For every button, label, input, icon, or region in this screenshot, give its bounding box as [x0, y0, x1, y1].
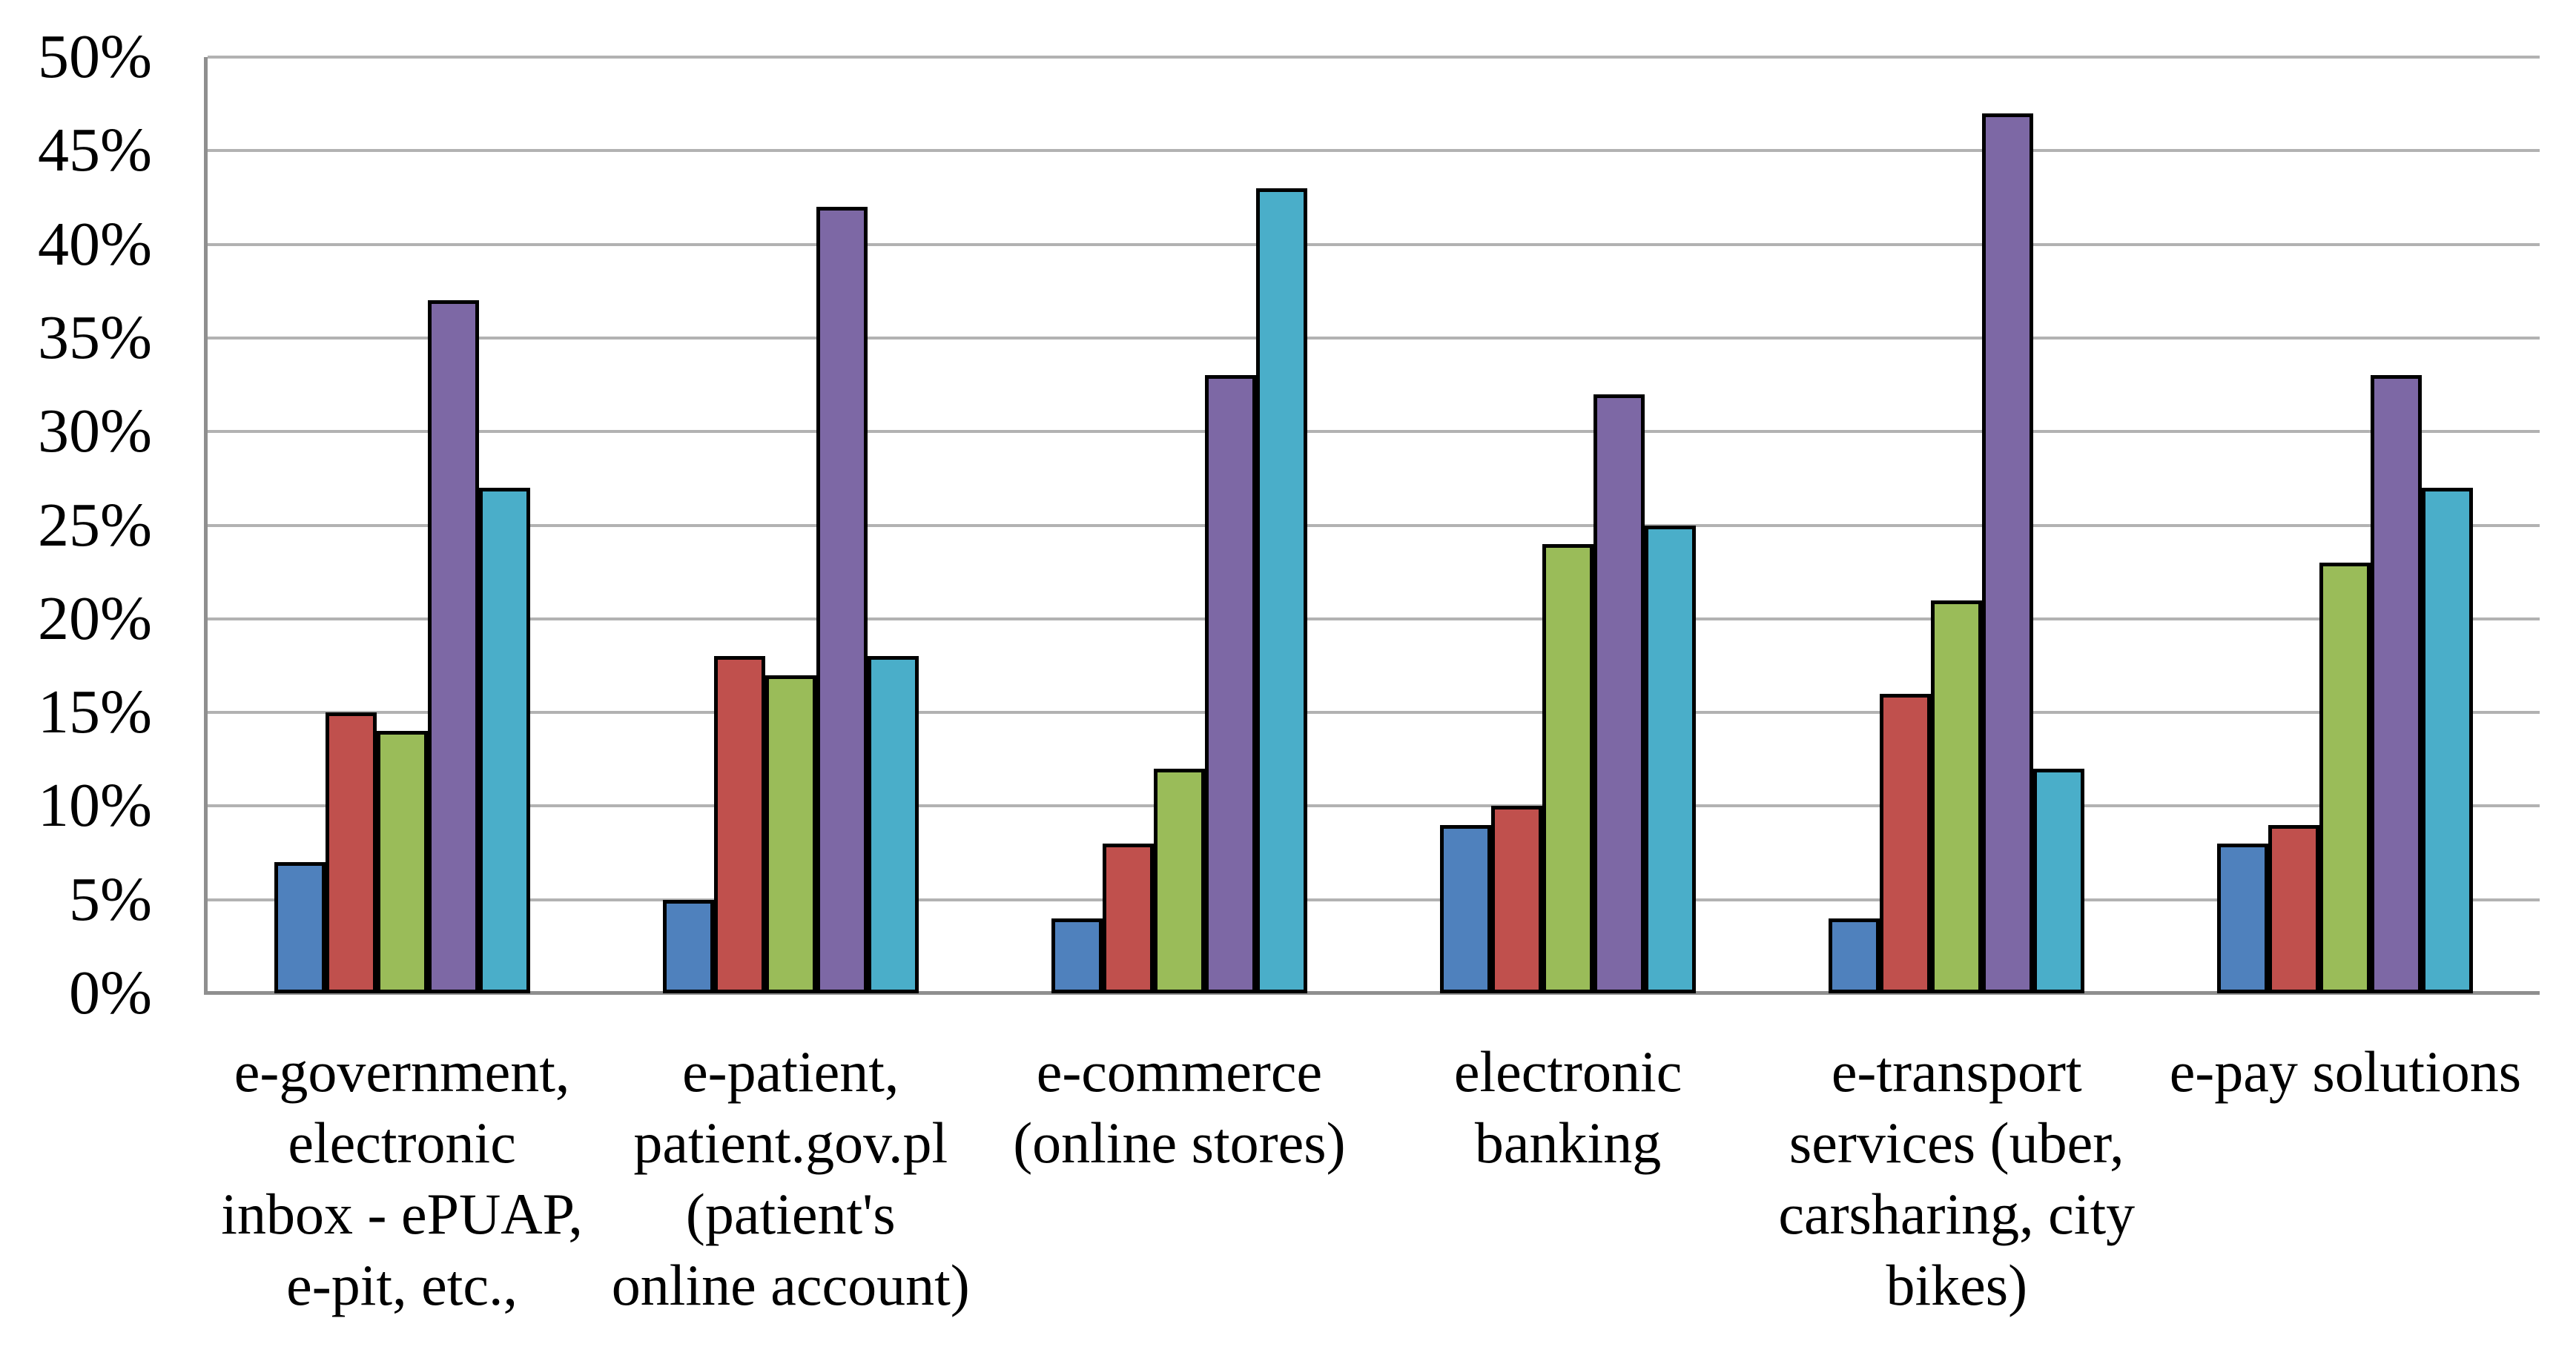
bar-series5-group6 — [2422, 487, 2474, 993]
bar-series4-group2 — [816, 207, 868, 993]
bar-series1-group3 — [1051, 918, 1103, 993]
bar-series4-group1 — [427, 300, 479, 993]
gridline-10% — [208, 804, 2540, 808]
y-tick-label-40%: 40% — [38, 209, 152, 279]
y-tick-label-35%: 35% — [38, 302, 152, 372]
x-tick-label-group1: e-government, electronic inbox - ePUAP, … — [221, 1039, 583, 1317]
bar-series1-group6 — [2217, 843, 2269, 993]
bar-series1-group4 — [1440, 824, 1492, 993]
y-tick-label-50%: 50% — [38, 22, 152, 91]
bar-series5-group5 — [2033, 768, 2085, 993]
gridline-45% — [208, 149, 2540, 153]
bar-series5-group2 — [867, 656, 919, 993]
y-tick-label-0%: 0% — [69, 958, 152, 1027]
x-tick-label-group5: e-transport services (uber, carsharing, … — [1778, 1039, 2136, 1317]
x-tick-label-group4: electronic banking — [1453, 1039, 1682, 1175]
bar-series1-group5 — [1829, 918, 1880, 993]
bar-series3-group3 — [1153, 768, 1205, 993]
bar-series4-group4 — [1594, 394, 1645, 993]
bar-series5-group1 — [478, 487, 530, 993]
x-tick-label-group2: e-patient, patient.gov.pl (patient's onl… — [611, 1039, 970, 1317]
gridline-50% — [208, 56, 2540, 59]
bar-series3-group6 — [2319, 563, 2371, 993]
bar-series3-group1 — [376, 731, 428, 993]
bar-series4-group3 — [1204, 375, 1256, 993]
x-axis-line — [204, 991, 2540, 995]
bar-series2-group4 — [1491, 806, 1543, 993]
y-tick-label-5%: 5% — [69, 864, 152, 934]
y-tick-label-25%: 25% — [38, 490, 152, 560]
bar-series2-group5 — [1880, 693, 1932, 993]
bar-series4-group6 — [2371, 375, 2423, 993]
y-tick-label-15%: 15% — [38, 678, 152, 747]
bar-series2-group1 — [325, 712, 377, 993]
y-tick-label-10%: 10% — [38, 771, 152, 841]
x-tick-label-group6: e-pay solutions — [2169, 1039, 2522, 1104]
bar-series2-group2 — [713, 656, 765, 993]
y-axis-line — [204, 57, 208, 993]
gridline-15% — [208, 711, 2540, 715]
bar-series3-group5 — [1931, 600, 1983, 993]
bar-series2-group3 — [1102, 843, 1154, 993]
y-tick-label-20%: 20% — [38, 583, 152, 653]
x-tick-label-group3: e-commerce (online stores) — [1013, 1039, 1346, 1175]
y-tick-label-45%: 45% — [38, 116, 152, 185]
bar-series4-group5 — [1982, 113, 2034, 993]
gridline-35% — [208, 336, 2540, 340]
gridline-40% — [208, 242, 2540, 246]
bar-series3-group4 — [1542, 543, 1594, 993]
plot-area — [204, 56, 2540, 995]
bar-series5-group3 — [1255, 188, 1307, 993]
gridline-5% — [208, 898, 2540, 901]
bar-series1-group2 — [662, 899, 714, 993]
bar-series1-group1 — [274, 862, 326, 993]
gridline-20% — [208, 617, 2540, 620]
bar-series5-group4 — [1645, 525, 1697, 993]
bar-series2-group6 — [2268, 824, 2320, 993]
y-tick-label-30%: 30% — [38, 397, 152, 466]
bar-series3-group2 — [764, 675, 816, 993]
gridline-30% — [208, 430, 2540, 434]
gridline-25% — [208, 523, 2540, 527]
